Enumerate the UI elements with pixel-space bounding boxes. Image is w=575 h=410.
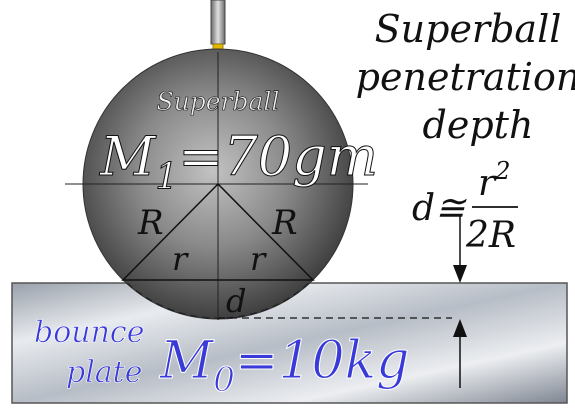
ball-mass: M1=70gm — [99, 125, 378, 198]
ball-label: Superball — [157, 87, 280, 116]
depth-arrow-up — [453, 319, 467, 388]
formula-denominator: 2R — [465, 215, 516, 256]
chord-label-left: r — [172, 240, 189, 278]
probe — [210, 0, 226, 52]
penetration-title-line1: Superball — [375, 7, 562, 51]
penetration-title-line3: depth — [423, 103, 534, 147]
depth-d-label: d — [226, 282, 246, 320]
depth-arrow-down — [453, 215, 467, 283]
chord-label-right: r — [250, 240, 267, 278]
bounce-plate — [11, 282, 568, 404]
penetration-title-line2: penetration — [356, 55, 575, 99]
radius-label-left: R — [137, 203, 164, 243]
radius-label-right: R — [271, 203, 298, 243]
radius-triangle — [121, 182, 315, 281]
plate-mass: M0=10kg — [159, 331, 409, 400]
formula-numerator: r2 — [478, 157, 511, 204]
plate-label-line1: bounce — [34, 315, 144, 350]
penetration-formula: d≅ r2 2R — [412, 157, 518, 256]
plate-label-line2: plate — [66, 355, 143, 390]
formula-lhs: d≅ — [412, 188, 467, 229]
